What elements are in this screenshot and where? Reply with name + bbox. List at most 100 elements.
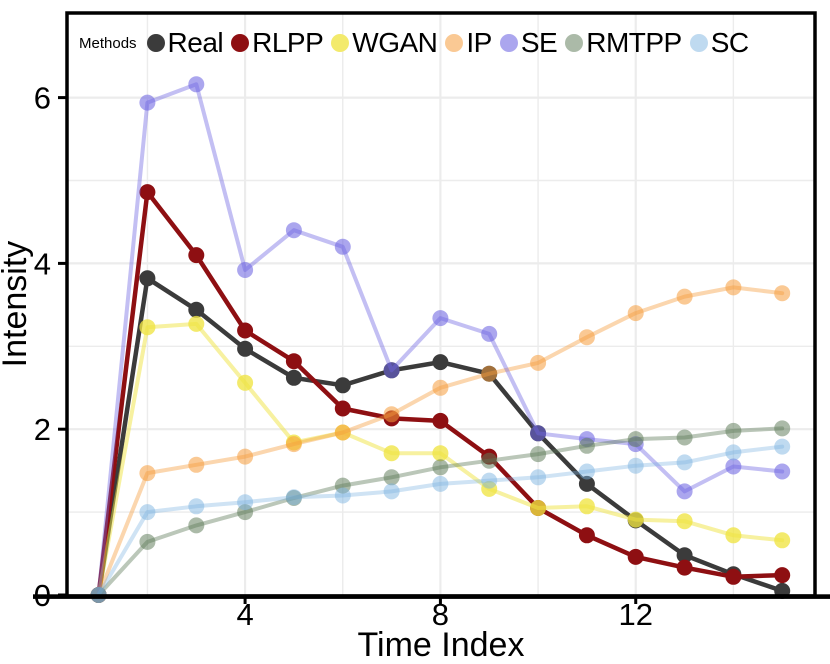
data-point-SE	[383, 362, 400, 379]
data-point-RLPP	[774, 567, 791, 584]
data-point-SC	[578, 463, 595, 480]
data-point-SE	[481, 325, 498, 342]
data-point-RMTPP	[188, 517, 205, 534]
data-point-RLPP	[725, 568, 742, 585]
data-point-WGAN	[188, 315, 205, 332]
data-point-RMTPP	[530, 446, 547, 463]
legend-dot-RLPP	[231, 34, 250, 52]
legend-label-Real: Real	[167, 27, 224, 58]
data-point-Real	[432, 354, 449, 371]
series-layer	[90, 76, 791, 603]
x-axis-title: Time Index	[358, 626, 525, 664]
data-point-Real	[139, 270, 156, 287]
y-tick-label: 6	[34, 81, 51, 116]
legend-item-RMTPP: RMTPP	[565, 27, 682, 59]
data-point-SC	[334, 487, 351, 504]
data-point-RMTPP	[481, 452, 498, 469]
legend-dot-WGAN	[331, 34, 350, 52]
data-point-IP	[481, 365, 498, 382]
data-point-RMTPP	[725, 422, 742, 439]
data-point-RLPP	[334, 400, 351, 417]
data-point-SE	[774, 463, 791, 480]
data-point-SE	[139, 94, 156, 111]
x-tick-label: 8	[432, 597, 449, 632]
data-point-SE	[725, 458, 742, 475]
data-point-WGAN	[432, 445, 449, 462]
data-point-SC	[481, 472, 498, 489]
data-point-WGAN	[237, 374, 254, 391]
data-point-SC	[627, 457, 644, 474]
data-point-SE	[334, 238, 351, 255]
gridlines	[67, 13, 815, 596]
series-SC	[90, 438, 791, 603]
data-point-Real	[334, 377, 351, 394]
data-point-SC	[432, 475, 449, 492]
legend-dot-Real	[146, 34, 165, 52]
data-point-SC	[383, 483, 400, 500]
legend-item-IP: IP	[445, 27, 492, 59]
series-line-SC	[96, 444, 785, 597]
x-tick-label: 12	[618, 597, 652, 632]
series-RMTPP	[90, 420, 791, 603]
data-point-RMTPP	[237, 504, 254, 521]
legend-dot-RMTPP	[565, 34, 584, 52]
data-point-SE	[530, 425, 547, 442]
data-point-RLPP	[627, 548, 644, 565]
data-point-Real	[578, 475, 595, 492]
data-point-WGAN	[774, 532, 791, 549]
data-point-SC	[188, 498, 205, 515]
data-point-RMTPP	[774, 420, 791, 437]
y-tick-label: 2	[34, 412, 51, 447]
data-point-WGAN	[725, 527, 742, 544]
data-point-Real	[188, 301, 205, 318]
data-point-IP	[676, 288, 693, 305]
y-axis-title: Intensity	[0, 241, 34, 368]
data-point-SC	[725, 444, 742, 461]
legend-item-SE: SE	[499, 27, 558, 59]
legend-dot-IP	[445, 34, 464, 52]
y-tick-label: 4	[34, 246, 51, 281]
data-point-SC	[139, 504, 156, 521]
data-point-IP	[188, 456, 205, 473]
data-point-RLPP	[188, 247, 205, 264]
data-point-RMTPP	[383, 469, 400, 486]
data-point-IP	[530, 354, 547, 371]
data-point-IP	[627, 305, 644, 322]
data-point-RLPP	[432, 412, 449, 429]
data-point-SE	[285, 222, 302, 239]
x-tick-label: 4	[236, 597, 253, 632]
data-point-IP	[237, 448, 254, 465]
data-point-Real	[285, 369, 302, 386]
data-point-SC	[774, 438, 791, 455]
data-point-SE	[676, 483, 693, 500]
data-point-WGAN	[139, 319, 156, 336]
data-point-SE	[432, 310, 449, 327]
data-point-RMTPP	[432, 459, 449, 476]
data-point-WGAN	[578, 498, 595, 515]
data-point-Real	[676, 547, 693, 564]
data-point-RMTPP	[285, 490, 302, 506]
data-point-RLPP	[237, 322, 254, 339]
legend-label-SC: SC	[710, 27, 749, 58]
series-IP	[90, 279, 791, 603]
data-point-SE	[188, 76, 205, 93]
data-point-IP	[334, 424, 351, 441]
x-axis-line	[33, 594, 830, 599]
data-point-IP	[578, 329, 595, 346]
axis-ticks: 0 2 4 6 4 8 12	[34, 81, 653, 632]
y-tick-label: 0	[34, 578, 51, 613]
legend-item-Real: Real	[146, 27, 224, 59]
legend: Methods Real RLPP WGAN IP SE RMTPP SC	[79, 24, 749, 62]
legend-label-SE: SE	[520, 27, 558, 58]
data-point-RLPP	[139, 184, 156, 201]
data-point-WGAN	[481, 480, 498, 497]
data-point-IP	[432, 379, 449, 396]
legend-label-RMTPP: RMTPP	[586, 27, 682, 58]
data-point-RMTPP	[578, 437, 595, 454]
legend-label-IP: IP	[466, 27, 492, 58]
data-point-WGAN	[676, 513, 693, 530]
legend-title: Methods	[79, 34, 137, 52]
data-point-RMTPP	[334, 477, 351, 494]
